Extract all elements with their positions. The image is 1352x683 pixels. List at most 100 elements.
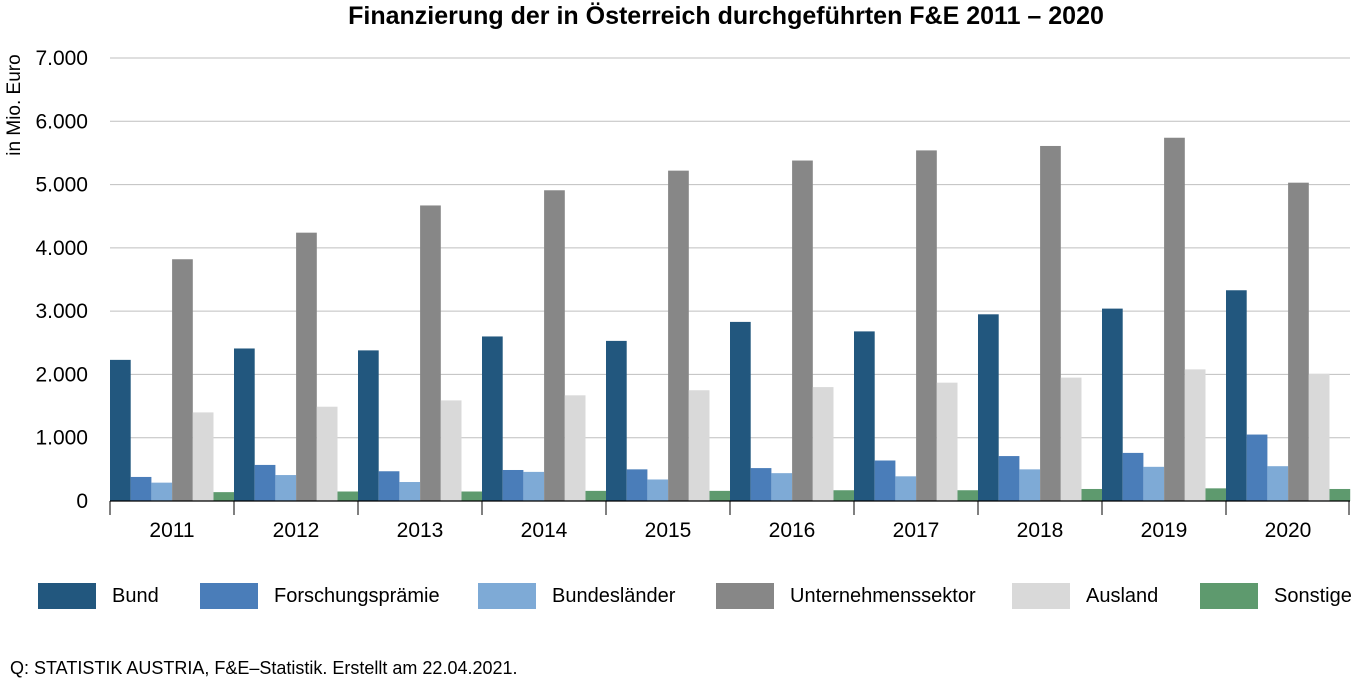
x-tick-label: 2017 xyxy=(893,519,940,542)
bar-2014-bundesländer xyxy=(523,471,545,501)
x-tick-label: 2012 xyxy=(273,519,320,542)
bar-2015-bund xyxy=(606,340,627,501)
x-tick-label: 2019 xyxy=(1141,519,1188,542)
bar-2018-bund xyxy=(978,314,999,501)
bar-2020-bund xyxy=(1226,290,1247,501)
bar-2011-bund xyxy=(110,359,131,501)
bar-2017-bund xyxy=(854,331,875,501)
y-tick-label: 4.000 xyxy=(35,237,88,260)
legend-swatch xyxy=(716,583,774,609)
bar-2018-bundesländer xyxy=(1019,469,1041,501)
legend-swatch xyxy=(1012,583,1070,609)
y-tick-label: 6.000 xyxy=(35,110,88,133)
axis-labels: 0 1.000 2.000 3.000 4.000 5.000 6.000 7.000 in M… xyxy=(4,47,1311,542)
legend-item-bundesländer: Bundesländer xyxy=(478,582,675,610)
bar-2018-ausland xyxy=(1060,377,1082,501)
legend-item-ausland: Ausland xyxy=(1012,582,1158,610)
y-tick-label: 5.000 xyxy=(35,174,88,197)
bar-2013-unternehmenssektor xyxy=(420,205,441,501)
legend-swatch xyxy=(1200,583,1258,609)
bar-2016-sonstige xyxy=(833,490,855,501)
legend: Bund Forschungsprämie Bundesländer Unterneh… xyxy=(38,582,1352,610)
legend-item-forschungsprämie: Forschungsprämie xyxy=(200,582,440,610)
bar-2016-ausland xyxy=(812,387,834,501)
bar-2015-bundesländer xyxy=(647,479,669,501)
x-tick-label: 2018 xyxy=(1017,519,1064,542)
bar-2016-unternehmenssektor xyxy=(792,160,813,501)
y-tick-label: 1.000 xyxy=(35,427,88,450)
legend-label: Unternehmenssektor xyxy=(790,584,976,607)
bar-2020-ausland xyxy=(1308,373,1330,501)
bar-2011-bundesländer xyxy=(151,482,173,501)
bar-2019-forschungsprämie xyxy=(1122,452,1144,501)
bar-2012-bund xyxy=(234,348,255,501)
bar-2012-forschungsprämie xyxy=(254,464,276,501)
bar-2018-forschungsprämie xyxy=(998,456,1020,501)
bar-2015-sonstige xyxy=(709,490,731,501)
bar-2013-sonstige xyxy=(461,491,483,501)
bar-2015-ausland xyxy=(688,390,710,501)
legend-label: Bundesländer xyxy=(552,584,676,607)
bar-2012-bundesländer xyxy=(275,475,297,501)
bar-2011-ausland xyxy=(192,412,214,501)
legend-label: Ausland xyxy=(1086,584,1159,607)
bar-2014-unternehmenssektor xyxy=(544,190,565,501)
bar-2020-bundesländer xyxy=(1267,466,1289,501)
source-note: Q: STATISTIK AUSTRIA, F&E–Statistik. Ers… xyxy=(10,658,518,678)
axes xyxy=(109,500,1350,515)
bar-2016-bundesländer xyxy=(771,473,793,501)
bar-2011-forschungsprämie xyxy=(130,476,152,501)
y-tick-label: 2.000 xyxy=(35,363,88,386)
x-tick-label: 2013 xyxy=(397,519,444,542)
legend-label: Sonstige xyxy=(1274,584,1352,607)
bar-2017-ausland xyxy=(936,382,958,501)
x-tick-label: 2015 xyxy=(645,519,692,542)
bar-2020-forschungsprämie xyxy=(1246,434,1268,501)
x-tick-label: 2016 xyxy=(769,519,816,542)
bar-2013-ausland xyxy=(440,400,462,501)
y-tick-label: 3.000 xyxy=(35,300,88,323)
bar-2020-sonstige xyxy=(1329,488,1351,501)
legend-label: Bund xyxy=(112,584,159,607)
x-tick-label: 2014 xyxy=(521,519,568,542)
x-tick-label: 2011 xyxy=(149,519,194,542)
bar-2019-bundesländer xyxy=(1143,466,1165,501)
x-tick-label: 2020 xyxy=(1265,519,1312,542)
legend-item-bund: Bund xyxy=(38,582,159,610)
legend-swatch xyxy=(478,583,536,609)
legend-swatch xyxy=(200,583,258,609)
bar-2019-sonstige xyxy=(1205,488,1227,501)
bar-2018-unternehmenssektor xyxy=(1040,145,1061,501)
bar-2016-forschungsprämie xyxy=(750,468,772,501)
bar-2018-sonstige xyxy=(1081,488,1103,501)
legend-item-sonstige: Sonstige xyxy=(1200,582,1352,610)
legend-label: Forschungsprämie xyxy=(274,584,440,607)
bar-2012-unternehmenssektor xyxy=(296,232,317,501)
bar-2014-bund xyxy=(482,336,503,501)
bar-2017-bundesländer xyxy=(895,476,917,501)
bar-2015-forschungsprämie xyxy=(626,469,648,501)
bars xyxy=(110,137,1351,502)
chart-title: Finanzierung der in Österreich durchgefü… xyxy=(348,2,1104,30)
bar-2019-bund xyxy=(1102,308,1123,501)
bar-2016-bund xyxy=(730,321,751,501)
bar-2014-ausland xyxy=(564,395,586,501)
bar-2011-unternehmenssektor xyxy=(172,259,193,501)
bar-2017-forschungsprämie xyxy=(874,460,896,501)
legend-swatch xyxy=(38,583,96,609)
bar-2012-ausland xyxy=(316,406,338,501)
legend-item-unternehmenssektor: Unternehmenssektor xyxy=(716,582,976,610)
bar-2012-sonstige xyxy=(337,491,359,501)
bar-2019-ausland xyxy=(1184,369,1206,501)
y-tick-label: 7.000 xyxy=(35,47,88,70)
bar-2011-sonstige xyxy=(213,492,235,501)
bar-2013-bund xyxy=(358,350,379,501)
bar-2019-unternehmenssektor xyxy=(1164,137,1185,502)
bar-2014-forschungsprämie xyxy=(502,469,524,501)
bar-2017-unternehmenssektor xyxy=(916,150,937,501)
bar-2020-unternehmenssektor xyxy=(1288,182,1309,501)
y-axis-label: in Mio. Euro xyxy=(4,54,25,155)
bar-2013-forschungsprämie xyxy=(378,471,400,501)
bar-2017-sonstige xyxy=(957,490,979,501)
